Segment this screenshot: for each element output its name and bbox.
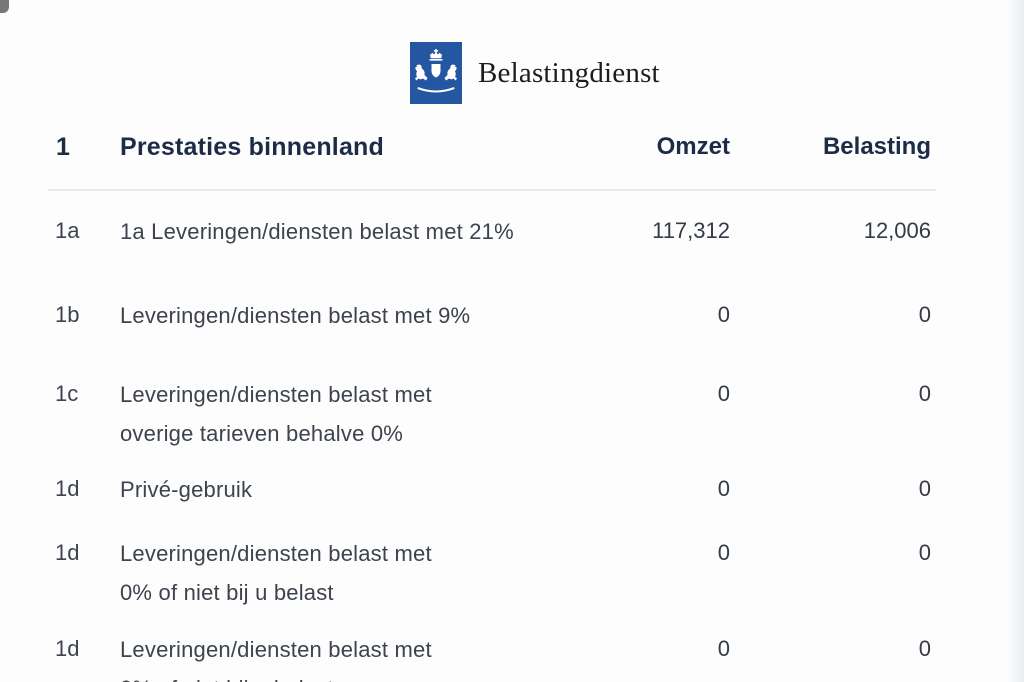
row-description-line1: Leveringen/diensten belast met <box>120 541 432 566</box>
row-code: 1c <box>55 381 79 406</box>
omzet-value: 0 <box>717 381 730 406</box>
belastingdienst-logo: Belastingdienst <box>410 42 660 104</box>
header-divider <box>48 189 936 191</box>
omzet-value: 0 <box>717 636 730 661</box>
row-description: 1a Leveringen/diensten belast met 21% <box>120 219 514 244</box>
row-description: Leveringen/diensten belast met overige ta… <box>120 375 600 453</box>
table-header: 1 Prestaties binnenland Omzet Belasting <box>0 133 1024 173</box>
column-header-omzet: Omzet <box>656 133 730 160</box>
row-description-line1: Leveringen/diensten belast met <box>120 637 432 662</box>
omzet-value: 0 <box>717 302 730 327</box>
row-description: Leveringen/diensten belast met 0% of niet… <box>120 534 600 612</box>
row-description-line2: overige tarieven behalve 0% <box>120 421 404 446</box>
column-header-belasting: Belasting <box>822 133 931 160</box>
row-code: 1b <box>55 302 80 327</box>
row-code: 1d <box>55 636 80 661</box>
row-description-line1: Leveringen/diensten belast met <box>120 382 432 407</box>
brand-name: Belastingdienst <box>478 56 660 89</box>
belasting-value: 0 <box>918 381 931 406</box>
row-code: 1d <box>55 476 80 501</box>
section-title: Prestaties binnenland <box>120 133 384 161</box>
omzet-value: 0 <box>717 476 730 501</box>
belasting-value: 0 <box>918 476 931 501</box>
row-description-line2: 0% of niet bij u belast <box>120 676 334 682</box>
row-code: 1d <box>55 540 80 565</box>
page-edge-shade <box>1008 0 1024 682</box>
belasting-value: 0 <box>918 540 931 565</box>
belasting-value: 12,006 <box>863 218 931 243</box>
scan-artifact <box>0 0 9 13</box>
row-code: 1a <box>55 218 80 243</box>
section-number: 1 <box>56 133 70 161</box>
row-description: Leveringen/diensten belast met 9% <box>120 303 471 328</box>
row-description-line2: 0% of niet bij u belast <box>120 580 334 605</box>
row-description: Leveringen/diensten belast met 0% of niet… <box>120 630 600 682</box>
row-description: Privé-gebruik <box>120 477 253 502</box>
omzet-value: 0 <box>717 540 730 565</box>
dutch-coat-of-arms-icon <box>410 42 462 104</box>
belasting-value: 0 <box>918 302 931 327</box>
omzet-value: 117,312 <box>652 218 730 243</box>
belasting-value: 0 <box>918 636 931 661</box>
